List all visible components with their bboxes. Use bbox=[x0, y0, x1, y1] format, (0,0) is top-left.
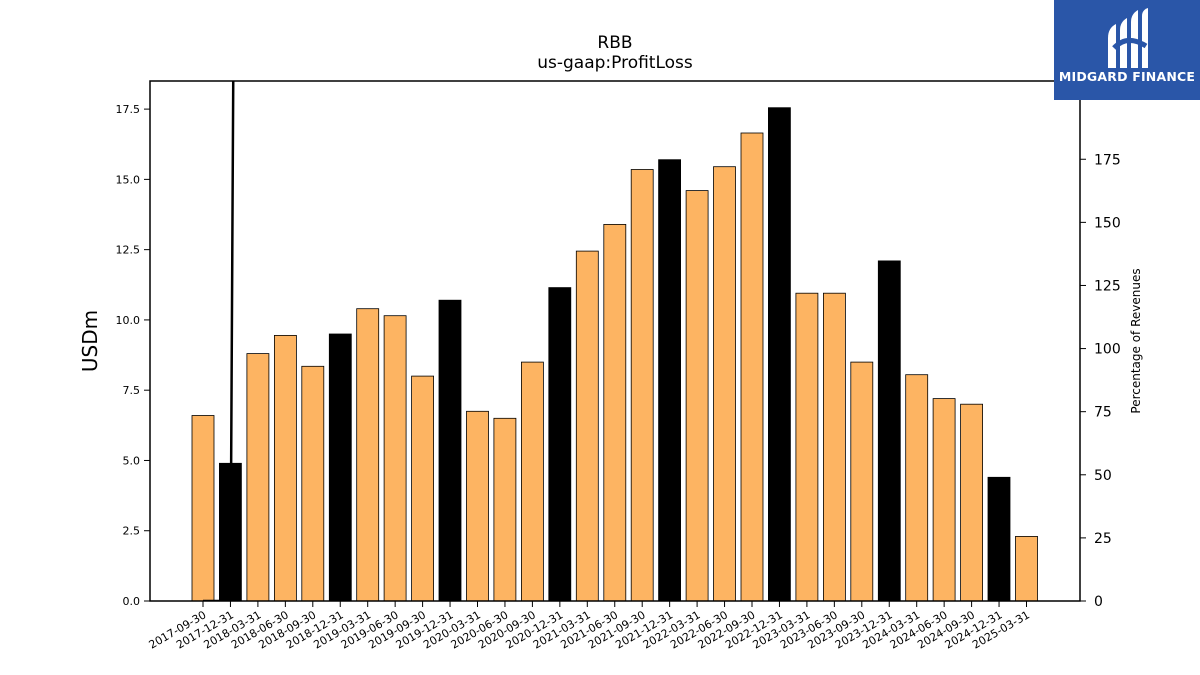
bar-2025-03-31 bbox=[1015, 536, 1038, 602]
y-right-tick-label: 100 bbox=[1094, 342, 1121, 358]
bar-2020-12-31 bbox=[548, 287, 572, 602]
logo-text: MIDGARD FINANCE bbox=[1058, 69, 1196, 84]
midgard-logo-icon bbox=[1108, 8, 1148, 68]
y-right-tick-label: 75 bbox=[1094, 405, 1112, 421]
bar-2022-09-30 bbox=[740, 132, 764, 602]
bar-2018-06-30 bbox=[273, 334, 297, 602]
y-tick-label: 7.5 bbox=[123, 384, 141, 397]
bar-2017-09-30 bbox=[191, 415, 215, 602]
bar-2020-09-30 bbox=[521, 361, 544, 602]
bar-2024-06-30 bbox=[932, 398, 956, 602]
bar-2024-12-31 bbox=[987, 476, 1011, 602]
y-tick-label: 17.5 bbox=[116, 103, 141, 116]
bar-2023-06-30 bbox=[823, 292, 846, 602]
y-right-tick-label: 175 bbox=[1094, 152, 1121, 168]
bar-2024-03-31 bbox=[905, 374, 929, 602]
bar-2020-03-31 bbox=[466, 410, 489, 602]
bar-2019-06-30 bbox=[383, 315, 407, 602]
y-tick-label: 10.0 bbox=[116, 314, 141, 327]
bar-2023-12-31 bbox=[877, 260, 901, 602]
y-right-tick-label: 125 bbox=[1094, 278, 1121, 294]
bar-2023-03-31 bbox=[795, 292, 819, 602]
y-right-tick-label: 0 bbox=[1094, 594, 1103, 610]
bar-2024-09-30 bbox=[960, 403, 983, 602]
chart-subtitle: us-gaap:ProfitLoss bbox=[537, 53, 693, 73]
bar-2021-09-30 bbox=[630, 169, 654, 602]
x-axis-ticks: 2017-09-302017-12-312018-03-312018-06-30… bbox=[147, 601, 1032, 652]
left-axis-ticks: 0.0 2.5 5.0 7.5 10.0 12.5 15.0 17.5 bbox=[116, 103, 150, 608]
bar-2018-12-31 bbox=[328, 333, 352, 602]
bar-2022-06-30 bbox=[713, 166, 736, 602]
bar-2021-06-30 bbox=[603, 223, 627, 602]
y-tick-label: 12.5 bbox=[116, 244, 141, 257]
y-axis-label-right: Percentage of Revenues bbox=[1129, 268, 1143, 413]
bar-2018-09-30 bbox=[301, 365, 325, 602]
y-right-tick-label: 25 bbox=[1094, 531, 1112, 547]
bar-2019-09-30 bbox=[411, 375, 435, 602]
bar-2023-09-30 bbox=[850, 361, 874, 602]
bar-2020-06-30 bbox=[493, 417, 517, 602]
bar-2021-03-31 bbox=[575, 250, 599, 602]
bar-2019-12-31 bbox=[438, 299, 462, 602]
bar-2021-12-31 bbox=[658, 159, 681, 602]
y-axis-label-left: USDm bbox=[78, 310, 102, 372]
y-right-tick-label: 150 bbox=[1094, 215, 1121, 231]
bar-2022-12-31 bbox=[768, 107, 791, 602]
midgard-finance-logo: MIDGARD FINANCE bbox=[1054, 0, 1200, 100]
bar-2022-03-31 bbox=[685, 190, 709, 602]
y-tick-label: 0.0 bbox=[123, 595, 141, 608]
bar-2019-03-31 bbox=[356, 308, 380, 602]
y-tick-label: 15.0 bbox=[116, 173, 141, 186]
right-axis-ticks: 0 25 50 75 100 125 150 175 bbox=[1080, 152, 1121, 610]
bar-2018-03-31 bbox=[246, 353, 270, 602]
bars-group bbox=[191, 107, 1038, 602]
y-right-tick-label: 50 bbox=[1094, 468, 1112, 484]
y-tick-label: 2.5 bbox=[123, 525, 141, 538]
y-tick-label: 5.0 bbox=[123, 454, 141, 467]
chart-title: RBB bbox=[597, 33, 632, 53]
